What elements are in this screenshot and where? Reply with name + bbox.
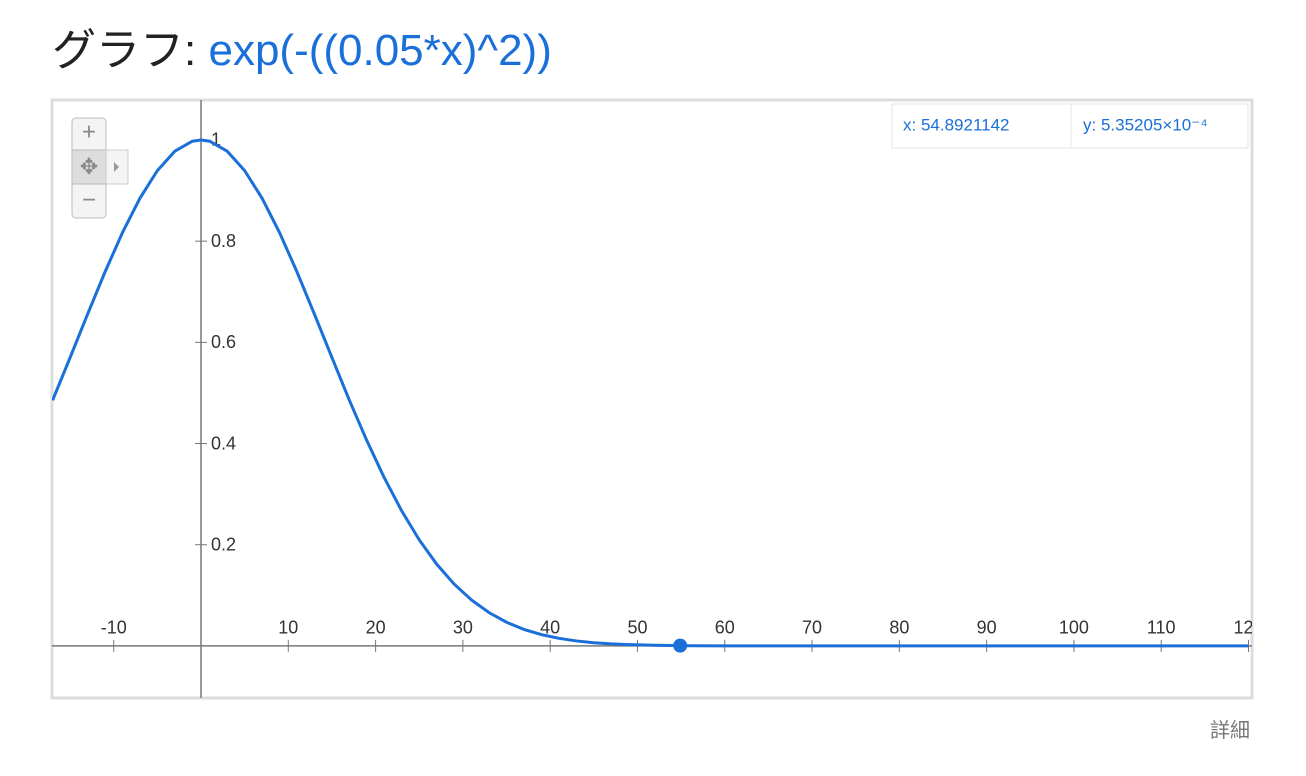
x-tick-label: 10 [278, 618, 298, 638]
y-tick-label: 1 [211, 130, 221, 150]
title-row: グラフ: exp(-((0.05*x)^2)) [52, 14, 552, 78]
chart-title: グラフ: [52, 26, 197, 75]
x-tick-label: 40 [540, 618, 560, 638]
function-text: exp(-((0.05*x)^2)) [208, 26, 552, 75]
svg-text:+: + [82, 118, 96, 145]
y-tick-label: 0.2 [211, 534, 236, 554]
x-tick-label: 60 [715, 618, 735, 638]
x-tick-label: 50 [627, 618, 647, 638]
x-tick-label: 80 [889, 618, 909, 638]
function-line [52, 138, 1249, 648]
cursor-y-label: y: 5.35205×10⁻⁴ [1083, 115, 1208, 134]
zoom-control[interactable]: + − ✥ [71, 117, 129, 219]
x-tick-label: 20 [366, 618, 386, 638]
x-tick-label: 70 [802, 618, 822, 638]
svg-text:✥: ✥ [80, 154, 98, 179]
x-tick-label: 30 [453, 618, 473, 638]
readout: x: 54.8921142 y: 5.35205×10⁻⁴ [891, 103, 1249, 149]
x-tick-label: 100 [1059, 618, 1089, 638]
y-tick-label: 0.8 [211, 231, 236, 251]
svg-text:−: − [82, 186, 96, 213]
cursor-x-label: x: 54.8921142 [903, 115, 1010, 134]
x-tick-label: -10 [101, 618, 127, 638]
x-tick-label: 120 [1233, 618, 1263, 638]
plot-area [50, 98, 1254, 700]
x-tick-label: 90 [977, 618, 997, 638]
y-tick-label: 0.6 [211, 332, 236, 352]
y-tick-label: 0.4 [211, 433, 236, 453]
x-tick-label: 110 [1147, 618, 1176, 638]
cursor-point [673, 638, 688, 653]
more-link[interactable]: 詳細 [1210, 720, 1250, 742]
